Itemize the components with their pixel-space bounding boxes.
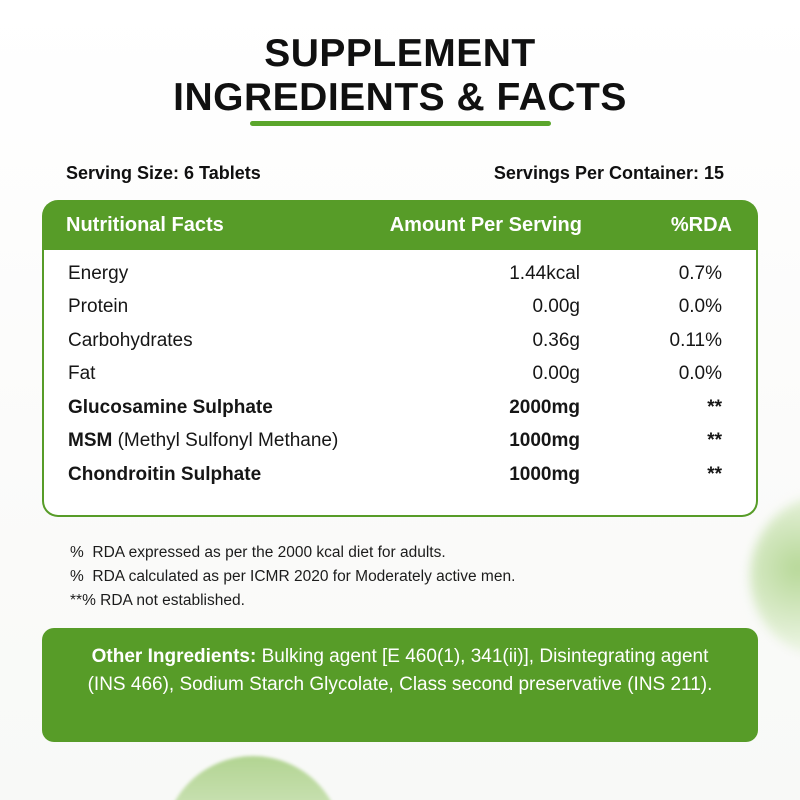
page-title-line1: SUPPLEMENT bbox=[264, 32, 536, 75]
other-ingredients-label: Other Ingredients: bbox=[91, 646, 257, 667]
decorative-circle-bottom bbox=[163, 756, 343, 800]
servings-per-container-label: Servings Per Container: 15 bbox=[493, 163, 724, 183]
table-row: MSM (Methyl Sulfonyl Methane) 1000mg ** bbox=[68, 425, 730, 459]
nutrient-name: Protein bbox=[68, 296, 129, 318]
nutrient-amount: 0.00g bbox=[532, 296, 580, 318]
nutrient-name: Energy bbox=[68, 262, 129, 284]
nutrient-rda: 0.0% bbox=[678, 296, 722, 318]
header-nutritional-facts: Nutritional Facts bbox=[66, 213, 224, 236]
header-rda: %RDA bbox=[670, 213, 732, 236]
table-row: Glucosamine Sulphate 2000mg ** bbox=[68, 391, 730, 425]
nutrient-name: MSM (Methyl Sulfonyl Methane) bbox=[68, 430, 339, 452]
table-row: Protein 0.00g 0.0% bbox=[68, 291, 730, 325]
page-title-line2: INGREDIENTS & FACTS bbox=[173, 76, 627, 119]
table-row: Carbohydrates 0.36g 0.11% bbox=[68, 324, 730, 358]
facts-table-body: Energy 1.44kcal 0.7% Protein 0.00g 0.0% Carboh… bbox=[42, 250, 758, 517]
facts-table-header: Nutritional Facts Amount Per Serving %RD… bbox=[42, 200, 758, 250]
serving-info-row: Serving Size: 6 Tablets Servings Per Con… bbox=[66, 163, 724, 184]
nutrient-rda: 0.7% bbox=[678, 262, 722, 284]
other-ingredients-box: Other Ingredients: Bulking agent [E 460(… bbox=[42, 628, 758, 742]
nutrient-amount: 2000mg bbox=[509, 396, 580, 418]
nutrient-amount: 1000mg bbox=[509, 463, 580, 485]
table-row: Energy 1.44kcal 0.7% bbox=[68, 257, 730, 291]
nutrient-amount: 1.44kcal bbox=[509, 262, 580, 284]
nutrient-name: Carbohydrates bbox=[68, 329, 193, 351]
other-ingredients-text: Bulking agent [E 460(1), 341(ii)], Disin… bbox=[87, 646, 713, 695]
nutrient-name: Glucosamine Sulphate bbox=[68, 396, 273, 418]
table-row: Chondroitin Sulphate 1000mg ** bbox=[68, 458, 730, 492]
nutrient-rda: 0.0% bbox=[678, 363, 722, 385]
title-underline bbox=[250, 121, 551, 126]
nutrient-amount: 0.36g bbox=[532, 329, 580, 351]
footnote-line: % RDA calculated as per ICMR 2020 for Mo… bbox=[70, 568, 516, 585]
nutrient-rda: 0.11% bbox=[669, 329, 722, 351]
footnote-line: **% RDA not established. bbox=[70, 592, 245, 609]
nutrient-rda: ** bbox=[707, 430, 722, 452]
nutrient-rda: ** bbox=[707, 396, 722, 418]
page-title: SUPPLEMENT INGREDIENTS & FACTS bbox=[0, 32, 800, 120]
header-amount-per-serving: Amount Per Serving bbox=[389, 213, 582, 236]
footnotes-list: % RDA expressed as per the 2000 kcal die… bbox=[70, 541, 515, 613]
decorative-circle-right bbox=[750, 496, 800, 656]
nutrient-amount: 1000mg bbox=[509, 430, 580, 452]
nutrient-amount: 0.00g bbox=[532, 363, 580, 385]
footnote-line: % RDA expressed as per the 2000 kcal die… bbox=[70, 544, 446, 561]
serving-size-label: Serving Size: 6 Tablets bbox=[66, 163, 261, 183]
nutrient-name: Chondroitin Sulphate bbox=[68, 463, 262, 485]
nutrient-rda: ** bbox=[707, 463, 722, 485]
table-row: Fat 0.00g 0.0% bbox=[68, 358, 730, 392]
nutrient-name: Fat bbox=[68, 363, 96, 385]
